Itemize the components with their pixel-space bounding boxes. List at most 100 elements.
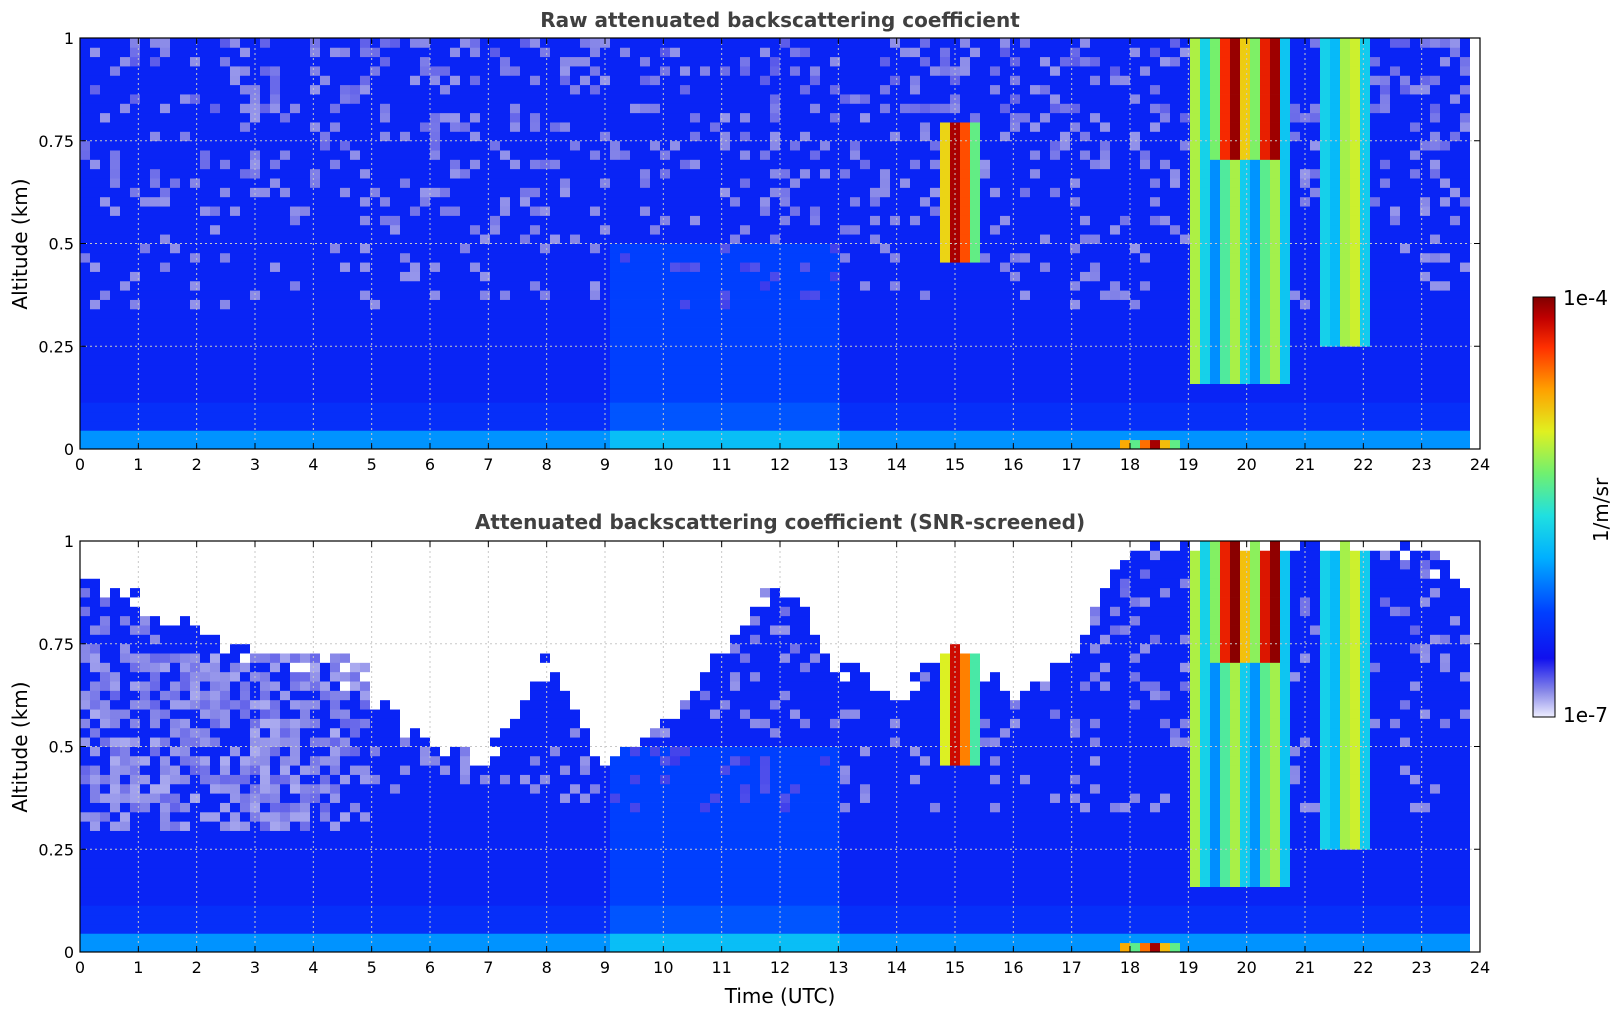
- heatmap-cell: [430, 47, 441, 58]
- heatmap-cell: [930, 187, 941, 198]
- heatmap-cell: [1000, 75, 1011, 86]
- heatmap-cell: [1180, 299, 1191, 310]
- heatmap-cell: [280, 318, 291, 328]
- heatmap-cell: [1080, 280, 1091, 291]
- heatmap-cell: [1120, 411, 1131, 422]
- heatmap-cell: [300, 420, 311, 431]
- heatmap-cell: [770, 196, 781, 207]
- heatmap-cell: [130, 215, 141, 226]
- heatmap-cell: [1030, 75, 1041, 86]
- heatmap-cell: [1100, 308, 1111, 319]
- heatmap-cell: [870, 66, 881, 76]
- heatmap-cell: [760, 84, 771, 95]
- heatmap-cell: [760, 299, 771, 310]
- heatmap-cell: [720, 187, 731, 198]
- heatmap-cell: [890, 318, 901, 328]
- heatmap-cell: [740, 75, 751, 86]
- heatmap-cell: [520, 271, 531, 282]
- heatmap-cell: [1150, 243, 1161, 254]
- heatmap-cell: [1190, 122, 1201, 132]
- heatmap-cell: [590, 56, 601, 67]
- heatmap-cell: [1150, 103, 1161, 114]
- heatmap-cell: [1050, 420, 1061, 431]
- heatmap-cell: [160, 56, 171, 67]
- heatmap-cell: [600, 196, 611, 207]
- heatmap-cell: [910, 252, 921, 263]
- heatmap-cell: [170, 336, 181, 347]
- heatmap-cell: [570, 187, 581, 198]
- heatmap-cell: [880, 271, 891, 282]
- heatmap-cell: [830, 392, 841, 403]
- heatmap-cell: [960, 168, 971, 179]
- heatmap-cell: [1020, 392, 1031, 403]
- heatmap-cell: [1150, 168, 1161, 179]
- heatmap-cell: [710, 411, 721, 422]
- heatmap-cell: [1130, 420, 1141, 431]
- heatmap-cell: [210, 196, 221, 207]
- heatmap-cell: [280, 178, 291, 188]
- heatmap-cell: [1190, 168, 1201, 179]
- heatmap-cell: [530, 346, 541, 356]
- heatmap-cell: [420, 271, 431, 282]
- heatmap-cell: [960, 374, 971, 385]
- heatmap-cell: [890, 364, 901, 375]
- heatmap-cell: [690, 392, 701, 403]
- heatmap-cell: [320, 47, 331, 58]
- heatmap-cell: [1050, 392, 1061, 403]
- heatmap-cell: [530, 234, 541, 244]
- heatmap-cell: [680, 84, 691, 95]
- heatmap-cell: [900, 439, 911, 450]
- heatmap-cell: [840, 318, 851, 328]
- heatmap-cell: [780, 355, 791, 366]
- heatmap-cell: [390, 290, 401, 300]
- heatmap-cell: [480, 402, 491, 413]
- heatmap-cell: [380, 38, 391, 48]
- heatmap-cell: [480, 215, 491, 226]
- heatmap-cell: [1060, 178, 1071, 188]
- heatmap-cell: [1030, 402, 1041, 413]
- heatmap-cell: [970, 187, 981, 198]
- heatmap-cell: [1090, 215, 1101, 226]
- heatmap-cell: [680, 112, 691, 123]
- heatmap-cell: [990, 206, 1001, 216]
- heatmap-cell: [790, 290, 801, 300]
- heatmap-cell: [1000, 196, 1011, 207]
- heatmap-cell: [500, 75, 511, 86]
- heatmap-cell: [810, 374, 821, 385]
- heatmap-cell: [620, 131, 631, 142]
- heatmap-cell: [420, 327, 431, 338]
- heatmap-cell: [330, 430, 341, 441]
- heatmap-cell: [970, 374, 981, 385]
- heatmap-cell: [970, 290, 981, 300]
- heatmap-cell: [280, 187, 291, 198]
- heatmap-cell: [180, 38, 191, 48]
- heatmap-cell: [830, 262, 841, 272]
- heatmap-cell: [310, 122, 321, 132]
- heatmap-cell: [1140, 420, 1151, 431]
- heatmap-cell: [490, 439, 501, 450]
- heatmap-cell: [520, 75, 531, 86]
- heatmap-cell: [660, 103, 671, 114]
- heatmap-cell: [1010, 374, 1021, 385]
- heatmap-cell: [940, 122, 951, 132]
- heatmap-cell: [720, 215, 731, 226]
- heatmap-cell: [1170, 140, 1181, 151]
- heatmap-cell: [740, 271, 751, 282]
- heatmap-cell: [320, 420, 331, 431]
- heatmap-cell: [880, 383, 891, 394]
- heatmap-cell: [900, 150, 911, 160]
- heatmap-cell: [620, 411, 631, 422]
- heatmap-cell: [480, 392, 491, 403]
- heatmap-cell: [1170, 66, 1181, 76]
- heatmap-cell: [490, 430, 501, 441]
- heatmap-cell: [1200, 243, 1211, 254]
- heatmap-cell: [580, 318, 591, 328]
- heatmap-cell: [620, 206, 631, 216]
- heatmap-cell: [170, 168, 181, 179]
- heatmap-cell: [640, 280, 651, 291]
- heatmap-cell: [740, 290, 751, 300]
- heatmap-cell: [1210, 430, 1221, 441]
- heatmap-cell: [1090, 299, 1101, 310]
- heatmap-cell: [390, 392, 401, 403]
- heatmap-cell: [550, 336, 561, 347]
